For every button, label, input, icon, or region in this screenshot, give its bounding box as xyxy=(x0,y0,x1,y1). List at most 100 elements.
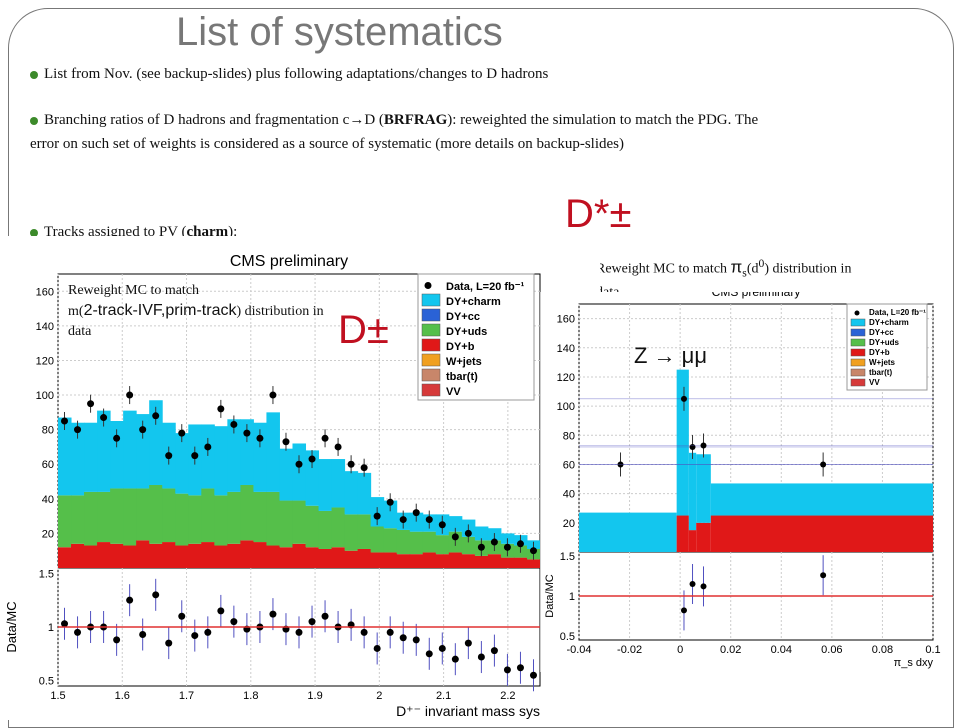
stack-bar-dy-charm xyxy=(175,433,189,494)
legend-marker xyxy=(424,282,432,289)
stack-bar-dy-b xyxy=(162,542,176,568)
stack-bar-dy-b xyxy=(676,515,689,552)
stack-bar-dy-uds xyxy=(266,491,280,546)
stack-bar-dy-charm xyxy=(279,448,293,501)
stack-bar-dy-uds xyxy=(344,514,359,551)
chart-title: CMS preliminary xyxy=(230,253,348,270)
ratio-point xyxy=(178,612,186,620)
dstar-label: D*± xyxy=(565,192,632,236)
stack-bar-dy-b xyxy=(383,552,398,568)
legend-label: tbar(t) xyxy=(869,368,892,377)
legend-label: DY+cc xyxy=(446,311,480,323)
data-point xyxy=(503,543,511,551)
x-tick-label: 1.5 xyxy=(50,690,65,702)
stack-bar-dy-b xyxy=(97,542,111,568)
stack-bar-dy-uds xyxy=(58,495,72,548)
stack-bar-dy-uds xyxy=(136,488,150,541)
data-point xyxy=(152,412,160,420)
legend-swatch xyxy=(421,308,441,322)
stack-bar-dy-uds xyxy=(162,488,176,543)
stack-bar-dy-charm xyxy=(688,452,697,531)
x-tick-label: 0.04 xyxy=(771,644,792,656)
data-point xyxy=(126,391,134,399)
stack-bar-dy-b xyxy=(422,552,437,568)
ratio-point xyxy=(412,636,420,644)
stack-bar-dy-charm xyxy=(266,412,280,492)
y-tick-label: 20 xyxy=(563,518,575,530)
y-tick-label: 80 xyxy=(563,430,575,442)
stack-bar-dy-b xyxy=(123,545,137,568)
stack-bar-dy-uds xyxy=(253,491,267,543)
x-tick-label: 2 xyxy=(376,690,382,702)
stack-bar-dy-b xyxy=(526,559,541,568)
stack-bar-dy-uds xyxy=(461,536,476,555)
data-point xyxy=(689,443,696,450)
ratio-point xyxy=(399,634,407,642)
stack-bar-dy-b xyxy=(688,530,697,552)
arrow-icon: → xyxy=(349,112,365,128)
y-tick-label: 120 xyxy=(36,355,54,367)
stack-bar-dy-uds xyxy=(188,495,202,544)
legend-swatch xyxy=(850,318,866,327)
legend-label: W+jets xyxy=(869,358,896,367)
stack-bar-dy-charm xyxy=(305,450,320,506)
stack-bar-dy-b xyxy=(396,554,411,568)
stack-bar-dy-b xyxy=(188,543,202,568)
brfrag-label: BRFRAG xyxy=(383,112,448,128)
stack-bar-dy-charm xyxy=(123,410,137,489)
stack-bar-dy-uds xyxy=(123,488,137,546)
ratio-tick-label: 1.5 xyxy=(39,568,54,580)
ratio-point xyxy=(820,572,827,579)
x-tick-label: 1.7 xyxy=(179,690,194,702)
stack-bar-dy-b xyxy=(487,554,502,568)
x-tick-label: 0.08 xyxy=(872,644,893,656)
stack-bar-dy-b xyxy=(461,554,476,568)
stack-bar-dy-charm xyxy=(318,459,333,511)
legend-label: DY+charm xyxy=(869,318,909,327)
ratio-tick-label: 1 xyxy=(569,591,575,603)
bullet-1-text: List from Nov. (see backup-slides) plus … xyxy=(44,66,549,82)
stack-bar-dy-b xyxy=(227,543,241,568)
legend-label: Data, L=20 fb⁻¹ xyxy=(869,308,926,317)
stack-bar-dy-b xyxy=(240,540,254,568)
legend-swatch xyxy=(850,348,866,357)
legend-swatch xyxy=(421,383,441,397)
legend-label: DY+cc xyxy=(869,328,894,337)
data-point xyxy=(347,460,355,468)
ratio-point xyxy=(386,628,394,636)
stack-bar-dy-uds xyxy=(409,531,424,555)
bullet-2-text-mid: D ( xyxy=(364,112,384,128)
legend-label: tbar(t) xyxy=(446,371,478,383)
chart-title: CMS preliminary xyxy=(712,292,801,299)
note-right-text: Reweight MC to match xyxy=(596,261,731,277)
stack-bar-dy-uds xyxy=(305,505,320,548)
bullet-dot-icon xyxy=(30,116,38,125)
legend-swatch xyxy=(850,338,866,347)
stack-bar-dy-charm xyxy=(344,471,359,515)
dpm-figure: 1.5 1.6 1.7 1.8 1.9 2 2.1 2.2 20 40 60 80 100 120 140 1… xyxy=(0,236,600,720)
ratio-point xyxy=(373,644,381,652)
legend-swatch xyxy=(850,378,866,387)
pi-symbol: π xyxy=(730,257,743,277)
stack-bar-dy-charm xyxy=(409,512,424,532)
stack-bar-dy-uds xyxy=(383,528,398,553)
legend-swatch xyxy=(850,328,866,337)
x-axis-label: π_s dxy xyxy=(894,657,934,669)
stack-bar-dy-b xyxy=(696,522,711,552)
data-point xyxy=(100,414,108,422)
stack-bar-dy-charm xyxy=(149,400,163,485)
data-point xyxy=(700,442,707,449)
ratio-point xyxy=(191,632,199,640)
note-right-text-end: ) distribution in xyxy=(764,261,852,277)
stack-bar-dy-charm xyxy=(579,512,677,552)
ratio-point xyxy=(165,639,173,647)
ratio-point xyxy=(680,607,687,614)
bullet-3-text-post: ): xyxy=(228,224,238,240)
legend-label: VV xyxy=(869,378,880,387)
ratio-tick-label: 1.5 xyxy=(560,551,575,563)
note-left: Reweight MC to match m(2-track-IVF,prim-… xyxy=(68,281,398,342)
data-point xyxy=(464,529,472,537)
legend-swatch xyxy=(421,323,441,337)
data-point xyxy=(165,452,173,460)
data-point xyxy=(256,434,264,442)
